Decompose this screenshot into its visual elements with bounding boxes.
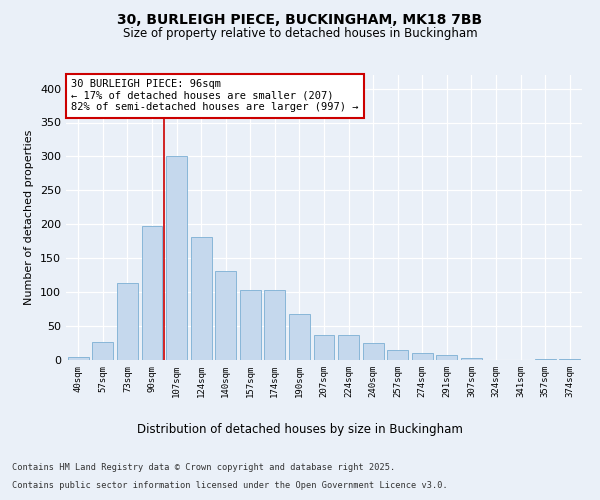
Bar (166, 156, 187, 360)
Text: 30 BURLEIGH PIECE: 96sqm
← 17% of detached houses are smaller (207)
82% of semi-: 30 BURLEIGH PIECE: 96sqm ← 17% of detach… (71, 80, 359, 112)
Text: Size of property relative to detached houses in Buckingham: Size of property relative to detached ho… (122, 28, 478, 40)
Bar (362, 343, 383, 360)
Bar (559, 358, 580, 360)
Bar (289, 314, 310, 360)
Bar (142, 226, 163, 360)
Bar (68, 356, 89, 360)
Bar (436, 354, 457, 360)
Bar (387, 350, 408, 360)
Text: Contains public sector information licensed under the Open Government Licence v3: Contains public sector information licen… (12, 481, 448, 490)
Bar (191, 236, 212, 360)
Bar (215, 271, 236, 360)
Bar (412, 353, 433, 360)
Bar (92, 342, 113, 360)
Bar (240, 290, 261, 360)
Bar (265, 290, 286, 360)
Bar (314, 335, 334, 360)
Bar (338, 335, 359, 360)
Text: 30, BURLEIGH PIECE, BUCKINGHAM, MK18 7BB: 30, BURLEIGH PIECE, BUCKINGHAM, MK18 7BB (118, 12, 482, 26)
Bar (461, 358, 482, 360)
Text: Contains HM Land Registry data © Crown copyright and database right 2025.: Contains HM Land Registry data © Crown c… (12, 464, 395, 472)
Bar (117, 282, 138, 360)
Text: Distribution of detached houses by size in Buckingham: Distribution of detached houses by size … (137, 422, 463, 436)
Y-axis label: Number of detached properties: Number of detached properties (25, 130, 34, 305)
